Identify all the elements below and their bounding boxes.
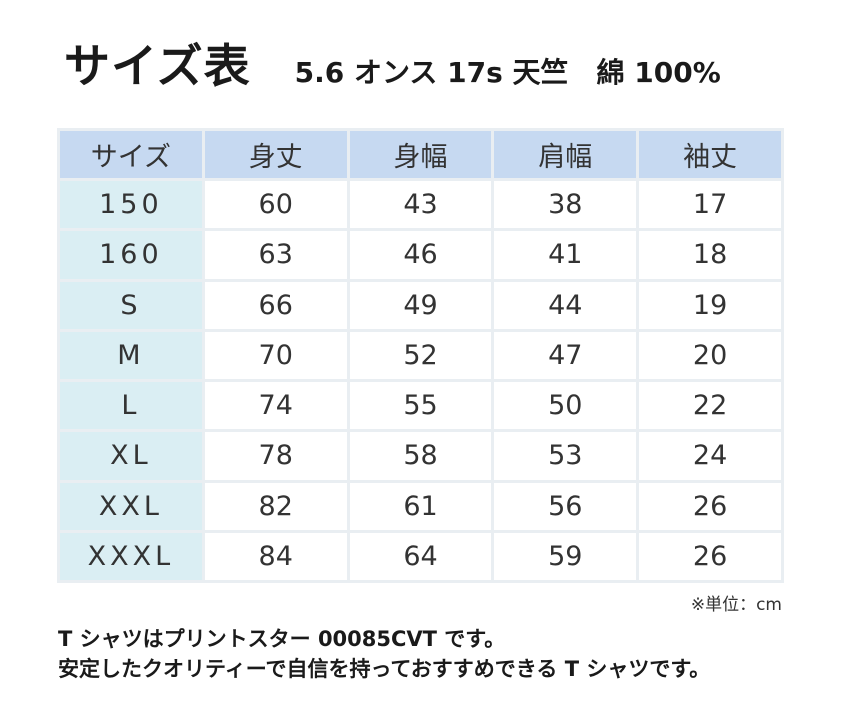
table-cell: 53 <box>494 432 637 480</box>
table-cell: 58 <box>349 432 492 480</box>
size-cell: XXXL <box>60 532 202 580</box>
table-cell: 26 <box>639 482 781 530</box>
column-header-size: サイズ <box>60 131 202 178</box>
table-cell: 43 <box>349 181 492 229</box>
description-line-2: 安定したクオリティーで自信を持っておすすめできる T シャツです。 <box>58 657 711 681</box>
table-row: M 70 52 47 20 <box>60 331 781 379</box>
size-cell: S <box>60 281 202 329</box>
table-row: L 74 55 50 22 <box>60 382 781 430</box>
table-cell: 22 <box>639 382 781 430</box>
size-cell: 150 <box>60 181 202 229</box>
table-cell: 61 <box>349 482 492 530</box>
table-cell: 59 <box>494 532 637 580</box>
table-cell: 18 <box>639 231 781 279</box>
table-row: 160 63 46 41 18 <box>60 231 781 279</box>
size-table: サイズ 身丈 身幅 肩幅 袖丈 150 60 43 38 17 160 63 4… <box>57 128 784 583</box>
table-row: S 66 49 44 19 <box>60 281 781 329</box>
table-cell: 38 <box>494 181 637 229</box>
table-row: XXXL 84 64 59 26 <box>60 532 781 580</box>
column-header-body-length: 身丈 <box>204 131 347 178</box>
table-cell: 60 <box>204 181 347 229</box>
table-row: XL 78 58 53 24 <box>60 432 781 480</box>
table-cell: 41 <box>494 231 637 279</box>
description-line-1: T シャツはプリントスター 00085CVT です。 <box>58 627 506 651</box>
table-cell: 84 <box>204 532 347 580</box>
unit-note: ※単位：cm <box>690 595 782 615</box>
table-cell: 78 <box>204 432 347 480</box>
table-cell: 49 <box>349 281 492 329</box>
table-cell: 24 <box>639 432 781 480</box>
size-cell: M <box>60 331 202 379</box>
table-cell: 56 <box>494 482 637 530</box>
table-cell: 55 <box>349 382 492 430</box>
table-cell: 64 <box>349 532 492 580</box>
page-title: サイズ表 <box>64 39 251 93</box>
table-cell: 46 <box>349 231 492 279</box>
table-cell: 20 <box>639 331 781 379</box>
size-cell: 160 <box>60 231 202 279</box>
table-cell: 63 <box>204 231 347 279</box>
table-row: XXL 82 61 56 26 <box>60 482 781 530</box>
table-row: 150 60 43 38 17 <box>60 181 781 229</box>
table-cell: 66 <box>204 281 347 329</box>
column-header-sleeve-length: 袖丈 <box>639 131 781 178</box>
size-cell: XL <box>60 432 202 480</box>
table-cell: 44 <box>494 281 637 329</box>
fabric-spec: 5.6 オンス 17s 天竺 綿 100% <box>294 56 721 89</box>
table-cell: 52 <box>349 331 492 379</box>
column-header-shoulder-width: 肩幅 <box>494 131 637 178</box>
size-cell: L <box>60 382 202 430</box>
column-header-body-width: 身幅 <box>349 131 492 178</box>
size-cell: XXL <box>60 482 202 530</box>
table-cell: 26 <box>639 532 781 580</box>
table-cell: 47 <box>494 331 637 379</box>
size-table-container: サイズ 身丈 身幅 肩幅 袖丈 150 60 43 38 17 160 63 4… <box>57 128 784 583</box>
table-cell: 19 <box>639 281 781 329</box>
table-header-row: サイズ 身丈 身幅 肩幅 袖丈 <box>60 131 781 178</box>
title-row: サイズ表 5.6 オンス 17s 天竺 綿 100% <box>64 30 721 96</box>
table-cell: 74 <box>204 382 347 430</box>
table-cell: 82 <box>204 482 347 530</box>
product-description: T シャツはプリントスター 00085CVT です。 安定したクオリティーで自信… <box>58 624 710 684</box>
table-cell: 17 <box>639 181 781 229</box>
table-cell: 50 <box>494 382 637 430</box>
table-cell: 70 <box>204 331 347 379</box>
